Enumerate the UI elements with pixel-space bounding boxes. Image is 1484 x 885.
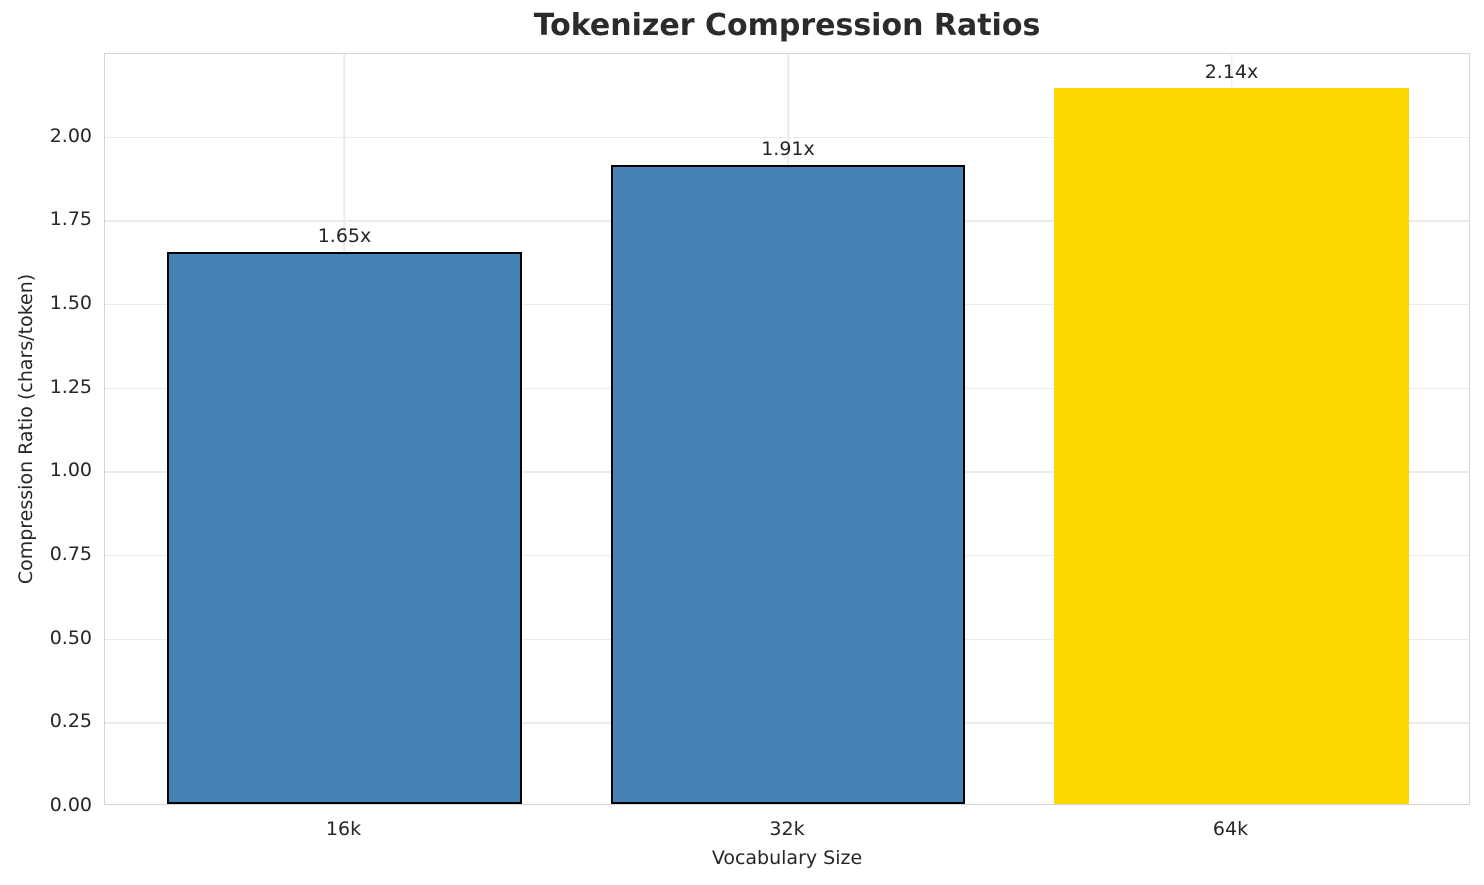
x-tick-label: 32k — [769, 818, 805, 840]
y-tick-label: 1.00 — [49, 459, 92, 482]
bar-value-label: 1.91x — [761, 137, 815, 160]
x-tick-label: 64k — [1212, 818, 1249, 840]
bar-value-label: 2.14x — [1204, 60, 1259, 83]
y-tick-label: 1.75 — [49, 208, 92, 231]
y-tick-label: 0.00 — [49, 794, 92, 816]
bar — [167, 251, 522, 804]
y-tick-label: 0.25 — [49, 710, 92, 733]
y-tick-label: 2.00 — [49, 124, 92, 147]
plot-area: 1.65x 1.91x 2.14x — [104, 53, 1470, 805]
y-tick-label: 0.75 — [49, 542, 92, 565]
y-tick-label: 0.50 — [49, 626, 92, 649]
y-tick-label: 1.50 — [49, 291, 92, 314]
bar — [610, 164, 966, 804]
x-axis-label: Vocabulary Size — [711, 847, 863, 869]
h-gridline — [105, 136, 1469, 139]
chart-title: Tokenizer Compression Ratios — [533, 8, 1041, 43]
bar — [1054, 87, 1409, 804]
x-tick-label: 16k — [325, 818, 362, 840]
y-axis-label: Compression Ratio (chars/token) — [15, 273, 37, 585]
y-tick-label: 1.25 — [49, 375, 92, 398]
bar-value-label: 1.65x — [317, 224, 372, 247]
